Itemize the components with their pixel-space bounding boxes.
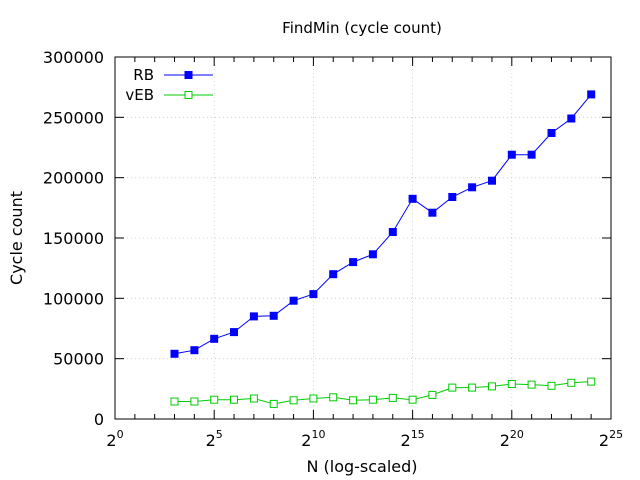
x-tick-label: 210: [301, 428, 325, 450]
data-point-rb: [587, 90, 596, 99]
data-point-veb: [567, 378, 576, 387]
legend-marker: [184, 71, 193, 79]
series-line-veb: [174, 381, 592, 405]
data-point-veb: [349, 396, 358, 405]
data-point-veb: [329, 393, 338, 402]
series-line-rb: [174, 94, 592, 355]
data-point-veb: [289, 396, 298, 405]
data-point-veb: [527, 380, 536, 389]
legend: RB vEB: [125, 66, 213, 104]
axis-ticks: 0 50000 100000 150000 200000 250000 300000 20 25…: [43, 48, 623, 450]
data-point-rb: [368, 250, 377, 259]
data-point-veb: [269, 399, 278, 408]
data-point-rb: [488, 176, 496, 185]
chart-title: FindMin (cycle count): [282, 19, 442, 37]
data-point-rb: [210, 334, 219, 343]
legend-label: RB: [133, 66, 154, 84]
data-point-rb: [567, 114, 576, 123]
legend-marker: [184, 91, 193, 99]
data-point-rb: [527, 150, 536, 159]
x-tick-label: 215: [401, 428, 425, 450]
data-point-rb: [289, 296, 298, 305]
data-point-rb: [170, 349, 179, 358]
data-point-veb: [547, 381, 556, 390]
data-point-rb: [468, 183, 477, 192]
data-point-rb: [190, 346, 199, 355]
series-group: [170, 90, 596, 408]
data-point-veb: [170, 397, 179, 406]
data-point-veb: [190, 397, 199, 406]
data-point-veb: [408, 395, 417, 404]
x-tick-label: 225: [599, 428, 623, 450]
data-point-rb: [547, 129, 556, 137]
x-axis-label: N (log-scaled): [306, 457, 417, 476]
data-point-rb: [249, 312, 258, 321]
legend-label: vEB: [125, 86, 154, 104]
data-point-veb: [507, 380, 516, 388]
x-tick-label: 220: [500, 428, 524, 450]
data-point-veb: [388, 393, 397, 402]
series-rb: [170, 90, 596, 358]
data-point-veb: [249, 394, 258, 403]
data-point-rb: [269, 311, 278, 320]
data-point-rb: [309, 290, 318, 299]
data-point-veb: [368, 395, 377, 404]
x-tick-label: 20: [106, 428, 123, 450]
y-tick-label: 50000: [53, 350, 104, 369]
data-point-veb: [468, 383, 477, 392]
data-point-rb: [408, 194, 417, 203]
data-point-rb: [448, 193, 457, 201]
data-point-veb: [587, 377, 596, 386]
x-tick-label: 25: [206, 428, 223, 450]
data-point-rb: [507, 150, 516, 159]
data-point-rb: [329, 270, 338, 279]
y-tick-label: 100000: [43, 289, 104, 308]
data-point-veb: [488, 382, 496, 391]
grid: [115, 57, 611, 419]
data-point-veb: [448, 383, 457, 392]
y-tick-label: 300000: [43, 48, 104, 67]
data-point-rb: [428, 208, 437, 217]
data-point-rb: [388, 228, 397, 236]
data-point-veb: [309, 394, 318, 403]
y-tick-label: 250000: [43, 108, 104, 127]
y-axis-label: Cycle count: [7, 191, 26, 285]
series-veb: [170, 377, 596, 408]
data-point-rb: [230, 328, 238, 337]
y-tick-label: 0: [94, 410, 104, 429]
y-tick-label: 200000: [43, 169, 104, 188]
y-tick-label: 150000: [43, 229, 104, 248]
data-point-veb: [428, 390, 437, 399]
data-point-veb: [230, 395, 238, 404]
data-point-veb: [210, 395, 219, 404]
data-point-rb: [349, 258, 358, 267]
